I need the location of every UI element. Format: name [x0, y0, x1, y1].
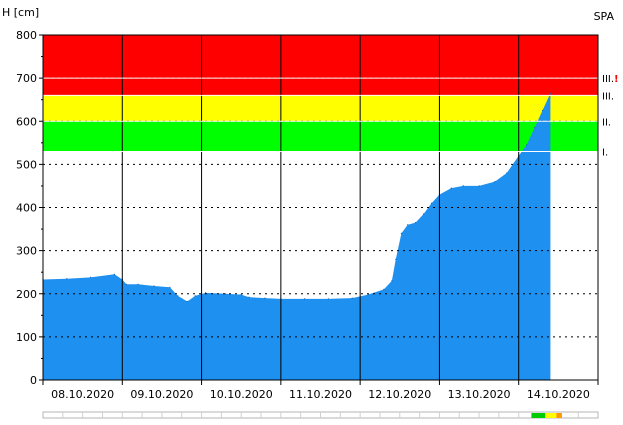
x-tick-label: 13.10.2020 — [448, 388, 511, 401]
strip-segment-0 — [531, 413, 546, 418]
water-level-area — [42, 92, 552, 380]
data-point — [264, 297, 266, 299]
data-point — [534, 127, 536, 129]
x-tick-labels: 08.10.2020 09.10.2020 10.10.2020 11.10.2020… — [42, 380, 599, 401]
y-tick-label: 100 — [16, 331, 37, 344]
data-point — [450, 187, 452, 189]
data-point — [327, 298, 329, 300]
y-tick-label: 600 — [16, 115, 37, 128]
strip-segment-1 — [545, 413, 557, 418]
data-point — [549, 92, 552, 94]
y-tick-label: 800 — [16, 29, 37, 42]
data-point — [194, 295, 196, 297]
data-point — [224, 293, 226, 295]
data-point — [248, 296, 250, 298]
warning-bands — [43, 35, 598, 152]
data-point — [400, 232, 402, 234]
data-point — [304, 298, 306, 300]
data-point — [506, 172, 508, 174]
data-point — [462, 185, 464, 187]
x-tick-label: 10.10.2020 — [210, 388, 273, 401]
data-point — [90, 276, 92, 278]
y-tick-label: 400 — [16, 202, 37, 215]
data-point — [240, 294, 242, 296]
y-tick-label: 200 — [16, 288, 37, 301]
data-point — [367, 294, 369, 296]
data-point — [204, 292, 207, 294]
band-0 — [43, 121, 598, 152]
data-point — [186, 300, 188, 303]
data-point — [169, 286, 171, 288]
data-point — [541, 109, 544, 112]
time-range-strip — [42, 411, 599, 419]
data-point — [395, 258, 397, 260]
level-label-0: I. — [602, 147, 608, 158]
series-area-0 — [43, 93, 551, 380]
data-point — [478, 185, 480, 187]
y-tick-label: 700 — [16, 72, 37, 85]
y-tick-labels: 0 100 200 300 400 500 600 700 800 — [16, 29, 43, 387]
grid-lines — [43, 35, 598, 380]
y-tick-label: 0 — [30, 374, 37, 387]
data-point — [526, 144, 528, 146]
data-point — [351, 297, 353, 299]
data-point — [494, 181, 496, 183]
data-point — [137, 283, 139, 285]
data-point — [153, 285, 155, 287]
level-label-1: II. — [602, 117, 611, 128]
y-tick-label: 500 — [16, 158, 37, 171]
data-point — [66, 278, 68, 280]
data-point — [125, 283, 127, 285]
data-point — [177, 295, 179, 297]
data-point — [407, 224, 409, 226]
band-2 — [43, 35, 598, 96]
level-flag: ! — [614, 74, 619, 85]
data-point — [113, 273, 115, 275]
level-label-3: III.! — [602, 74, 619, 85]
x-tick-label: 09.10.2020 — [130, 388, 193, 401]
data-point — [423, 213, 425, 215]
data-point — [383, 288, 385, 290]
y-axis-label: H [cm] — [2, 6, 39, 19]
x-tick-label: 14.10.2020 — [527, 388, 590, 401]
data-point — [415, 222, 417, 224]
y-tick-label: 300 — [16, 245, 37, 258]
data-point — [430, 202, 433, 204]
level-labels: I. II. III. III.! — [602, 74, 619, 158]
data-point — [391, 280, 393, 282]
level-label-2: III. — [602, 91, 614, 102]
strip-segment-2 — [556, 413, 562, 418]
x-tick-label: 12.10.2020 — [368, 388, 431, 401]
x-tick-label: 08.10.2020 — [51, 388, 114, 401]
station-code: SPA — [594, 10, 615, 23]
band-1 — [43, 95, 598, 122]
x-tick-label: 11.10.2020 — [289, 388, 352, 401]
